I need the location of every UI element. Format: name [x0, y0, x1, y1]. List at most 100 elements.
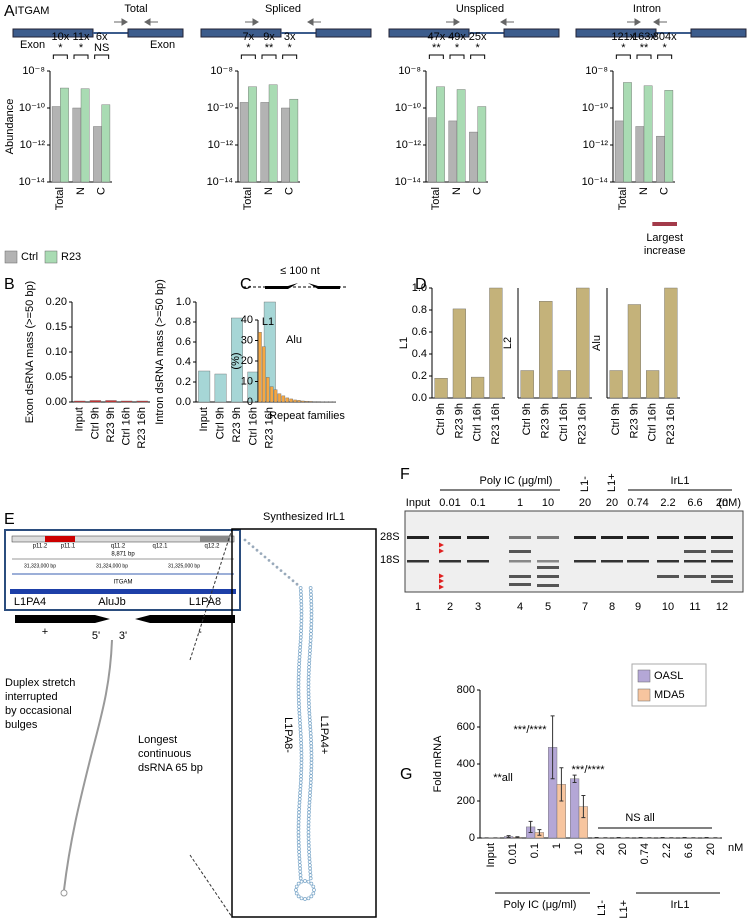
marker-arrow: [439, 584, 444, 590]
marker-label: 28S: [380, 531, 400, 543]
y-tick-label: 200: [457, 795, 475, 807]
y-tick-label: 0.6: [412, 326, 427, 338]
nucleotide: [297, 797, 302, 802]
nucleotide: [307, 655, 312, 660]
band: [467, 536, 489, 539]
nucleotide: [307, 856, 312, 861]
error-bar: [581, 794, 586, 819]
bracket: [282, 54, 298, 59]
nucleotide: [306, 678, 311, 683]
bar: [570, 778, 580, 839]
band: [407, 560, 429, 563]
nucleotide: [299, 879, 304, 884]
y-tick-label: 10⁻¹⁰: [207, 102, 234, 114]
lane-label: 20: [579, 497, 591, 509]
nucleotide: [297, 850, 301, 854]
bar: [269, 386, 274, 403]
bar: [239, 102, 249, 183]
bar: [646, 370, 660, 399]
bar: [277, 393, 282, 403]
nucleotide: [299, 605, 304, 610]
x-tick-label: 6.6: [683, 843, 695, 858]
x-tick-label: Total: [617, 187, 629, 210]
y-tick-label: 10⁻¹⁰: [19, 102, 46, 114]
duplex-structure: [63, 639, 113, 891]
duplex-note: Duplex stretch: [5, 677, 75, 689]
group-label: L1+: [606, 473, 618, 492]
nucleotide: [299, 734, 303, 739]
y-tick-label: 0.2: [176, 376, 191, 388]
nucleotide: [307, 708, 312, 712]
y-tick-label: 10⁻¹⁴: [207, 176, 234, 188]
nucleotide: [299, 757, 304, 762]
nucleotide: [309, 741, 314, 745]
group-label: L1+: [618, 900, 630, 919]
sig-label: *: [58, 42, 63, 54]
bar: [434, 378, 448, 399]
x-tick-label: 20: [595, 843, 607, 855]
primer: [308, 283, 340, 289]
nucleotide: [296, 820, 301, 825]
nucleotide: [259, 552, 263, 555]
nucleotide: [297, 662, 302, 666]
nucleotide: [306, 671, 311, 676]
band: [537, 536, 559, 539]
bar: [609, 370, 623, 399]
marker-arrow: [439, 573, 444, 579]
band: [711, 560, 733, 563]
band: [467, 560, 489, 563]
nucleotide: [296, 830, 301, 835]
nucleotide: [299, 612, 304, 617]
nucleotide: [309, 605, 314, 610]
lane-label: 2.2: [660, 497, 675, 509]
group-label: L1-: [579, 476, 591, 492]
nucleotide: [307, 846, 311, 851]
primer: [307, 18, 321, 26]
nucleotide: [298, 787, 303, 792]
bar: [539, 301, 553, 399]
note: increase: [644, 245, 686, 257]
nucleotide: [299, 619, 304, 623]
nucleotide: [307, 714, 312, 719]
strand-label: -: [198, 626, 202, 638]
nucleotide: [308, 648, 312, 653]
nucleotide: [309, 777, 313, 782]
x-tick-label: N: [638, 187, 650, 195]
nucleotide: [298, 780, 303, 785]
nucleotide: [287, 576, 291, 579]
nucleotide: [298, 731, 303, 736]
bar: [80, 88, 90, 183]
nucleotide: [306, 879, 311, 884]
bar: [262, 346, 266, 403]
nucleotide: [298, 784, 303, 788]
nucleotide: [297, 860, 302, 864]
nucleotide: [255, 548, 259, 552]
bar: [614, 120, 624, 183]
repeat-label: L1PA8: [189, 596, 221, 608]
nucleotide: [307, 797, 312, 802]
group-label: Poly IC (μg/ml): [504, 899, 577, 911]
ideogram-band: [200, 536, 230, 542]
nucleotide: [309, 632, 313, 637]
nucleotide: [307, 718, 312, 722]
bar: [281, 107, 290, 183]
nucleotide: [296, 695, 301, 699]
y-tick-label: 30: [241, 334, 253, 346]
nucleotide: [308, 731, 313, 736]
lane-number: 4: [517, 601, 523, 613]
fold-label: 49x: [448, 31, 466, 43]
nucleotide: [309, 609, 314, 613]
nucleotide: [309, 612, 314, 617]
nucleotide: [296, 671, 301, 676]
exon: [690, 28, 747, 38]
fold-label: 7x: [243, 31, 255, 43]
bar: [281, 395, 286, 403]
bracket: [470, 54, 486, 59]
band: [509, 550, 531, 553]
nucleotide: [296, 678, 301, 683]
nucleotide: [312, 888, 316, 892]
fold-label: 9x: [263, 31, 275, 43]
band: [711, 580, 733, 583]
y-tick-label: 10⁻⁸: [398, 65, 421, 77]
nucleotide: [308, 869, 313, 874]
